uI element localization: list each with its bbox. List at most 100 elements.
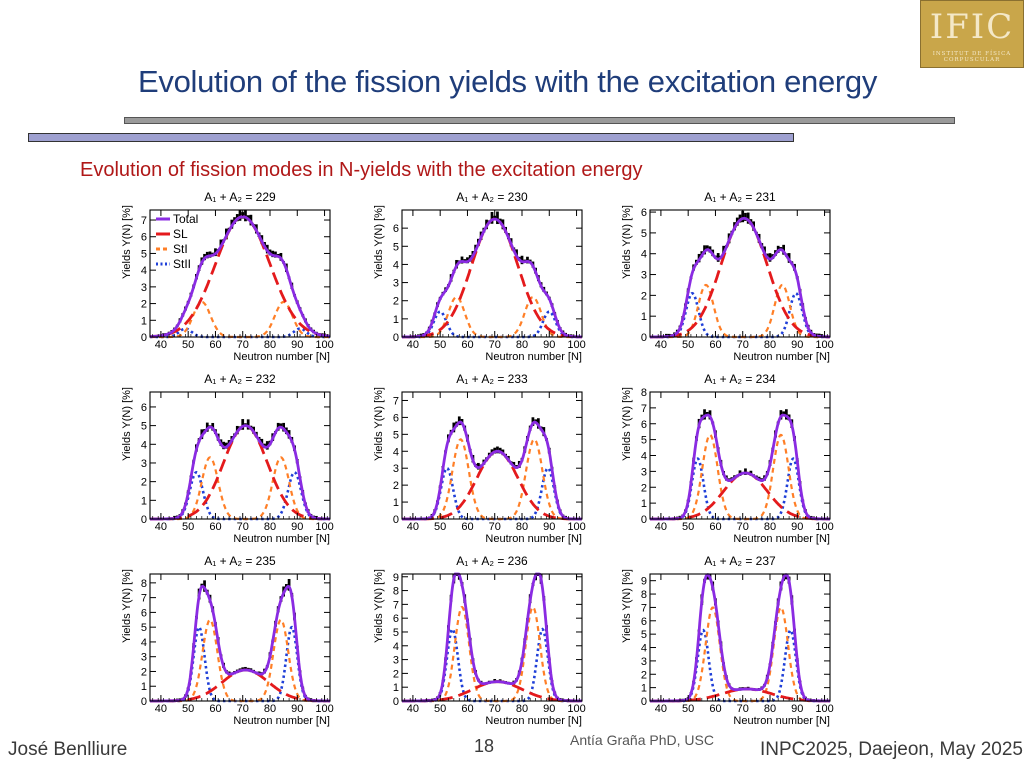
x-tick-label: 60 [209,521,221,533]
panel-title: A₁ + A₂ = 237 [704,554,776,568]
x-axis-label: Neutron number [N] [233,533,330,545]
x-tick-label: 70 [237,521,249,533]
y-tick-label: 6 [141,607,147,619]
y-tick-label: 4 [393,259,399,271]
footer-conference: INPC2025, Daejeon, May 2025 [760,739,1023,760]
x-tick-label: 40 [407,521,419,533]
y-tick-label: 7 [641,403,647,415]
x-axis-label: Neutron number [N] [733,715,830,727]
panel-title: A₁ + A₂ = 234 [704,372,776,386]
x-tick-label: 60 [461,521,473,533]
x-tick-label: 80 [264,521,276,533]
y-axis-label: Yields Y(N) [%] [121,205,133,279]
y-axis-label: Yields Y(N) [%] [373,569,385,643]
x-tick-label: 80 [764,703,776,715]
data-bin [457,416,461,426]
x-tick-label: 40 [155,521,167,533]
y-axis-label: Yields Y(N) [%] [121,569,133,643]
data-bin [741,210,745,223]
total-curve [150,584,330,703]
y-tick-label: 9 [641,576,647,588]
y-tick-label: 5 [393,241,399,253]
y-tick-label: 3 [641,466,647,478]
y-tick-label: 2 [641,482,647,494]
y-tick-label: 1 [641,311,647,323]
sti-curve [650,606,830,703]
plot-frame [649,209,831,338]
data-bin [785,409,788,420]
y-tick-label: 4 [641,643,647,655]
total-curve [402,217,582,339]
x-tick-label: 90 [791,339,803,351]
y-tick-label: 1 [393,682,399,694]
y-tick-label: 4 [393,446,399,458]
sti-curve [402,605,582,703]
x-tick-label: 80 [764,339,776,351]
x-tick-label: 100 [567,339,585,351]
total-curve [402,572,582,703]
panel-title: A₁ + A₂ = 235 [204,554,276,568]
total-curve [150,215,331,338]
x-tick-label: 100 [815,703,833,715]
x-tick-label: 80 [264,703,276,715]
y-tick-label: 5 [641,228,647,240]
yield-panel-6: A₁ + A₂ = 234 40 50 60 70 80 90 100 0 1 2 3 4 5 6 7 8 Neu… [621,372,834,545]
y-tick-label: 5 [141,622,147,634]
sl-curve [150,424,330,521]
x-tick-label: 80 [264,339,276,351]
y-tick-label: 0 [393,332,399,344]
y-tick-label: 2 [393,480,399,492]
y-tick-label: 2 [393,668,399,680]
x-tick-label: 40 [655,521,667,533]
x-tick-label: 100 [815,339,833,351]
x-tick-label: 60 [209,703,221,715]
data-bin [703,409,706,420]
x-tick-label: 60 [709,521,721,533]
ific-logo: IFIC INSTITUT DE FÍSICA CORPUSCULAR [920,0,1024,68]
x-tick-label: 60 [709,339,721,351]
data-bin [744,212,747,221]
x-tick-label: 60 [461,703,473,715]
y-tick-label: 8 [393,586,399,598]
y-tick-label: 3 [393,278,399,290]
y-tick-label: 8 [141,578,147,590]
x-tick-label: 50 [682,521,694,533]
x-tick-label: 50 [682,703,694,715]
x-axis-label: Neutron number [N] [485,351,582,363]
x-tick-label: 40 [655,703,667,715]
x-axis-label: Neutron number [N] [733,351,830,363]
x-tick-label: 100 [315,521,333,533]
stii-curve [650,457,830,521]
y-tick-label: 6 [641,616,647,628]
y-tick-label: 6 [393,412,399,424]
y-tick-label: 2 [393,296,399,308]
data-bin [520,255,524,265]
x-tick-label: 50 [434,339,446,351]
x-tick-label: 90 [543,339,555,351]
x-tick-label: 40 [655,339,667,351]
yield-panel-1: A₁ + A₂ = 229 40 50 60 70 80 90 100 0 1 2 3 4 5 6 7 Neut… [121,190,334,363]
y-tick-label: 5 [141,248,147,260]
y-tick-label: 3 [641,656,647,668]
total-curve [402,420,582,521]
y-tick-label: 1 [641,498,647,510]
logo-subtext: INSTITUT DE FÍSICA CORPUSCULAR [932,51,1012,63]
y-axis-label: Yields Y(N) [%] [373,387,385,461]
x-tick-label: 40 [155,703,167,715]
x-tick-label: 100 [567,703,585,715]
x-tick-label: 80 [764,521,776,533]
data-bin [496,211,499,225]
y-tick-label: 8 [641,589,647,601]
y-tick-label: 6 [141,402,147,414]
y-axis-label: Yields Y(N) [%] [621,569,633,643]
y-tick-label: 1 [393,497,399,509]
x-tick-label: 60 [461,339,473,351]
x-tick-label: 50 [682,339,694,351]
yield-panel-5: A₁ + A₂ = 233 40 50 60 70 80 90 100 0 1 2 3 4 5 6 7 Neut… [373,372,586,545]
data-bin [238,210,242,221]
x-axis-label: Neutron number [N] [233,715,330,727]
total-curve [650,216,830,339]
y-tick-label: 5 [141,421,147,433]
x-tick-label: 50 [434,521,446,533]
y-tick-label: 3 [141,458,147,470]
